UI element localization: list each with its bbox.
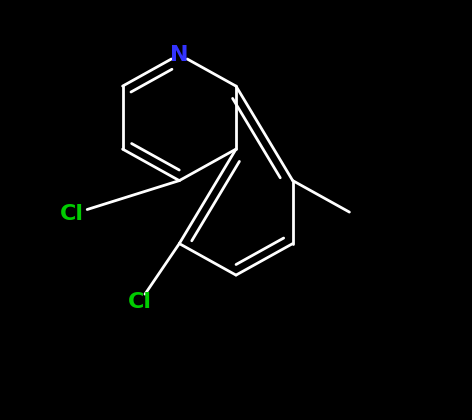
Text: Cl: Cl	[127, 292, 152, 312]
Text: Cl: Cl	[60, 204, 84, 224]
Text: N: N	[170, 45, 188, 65]
